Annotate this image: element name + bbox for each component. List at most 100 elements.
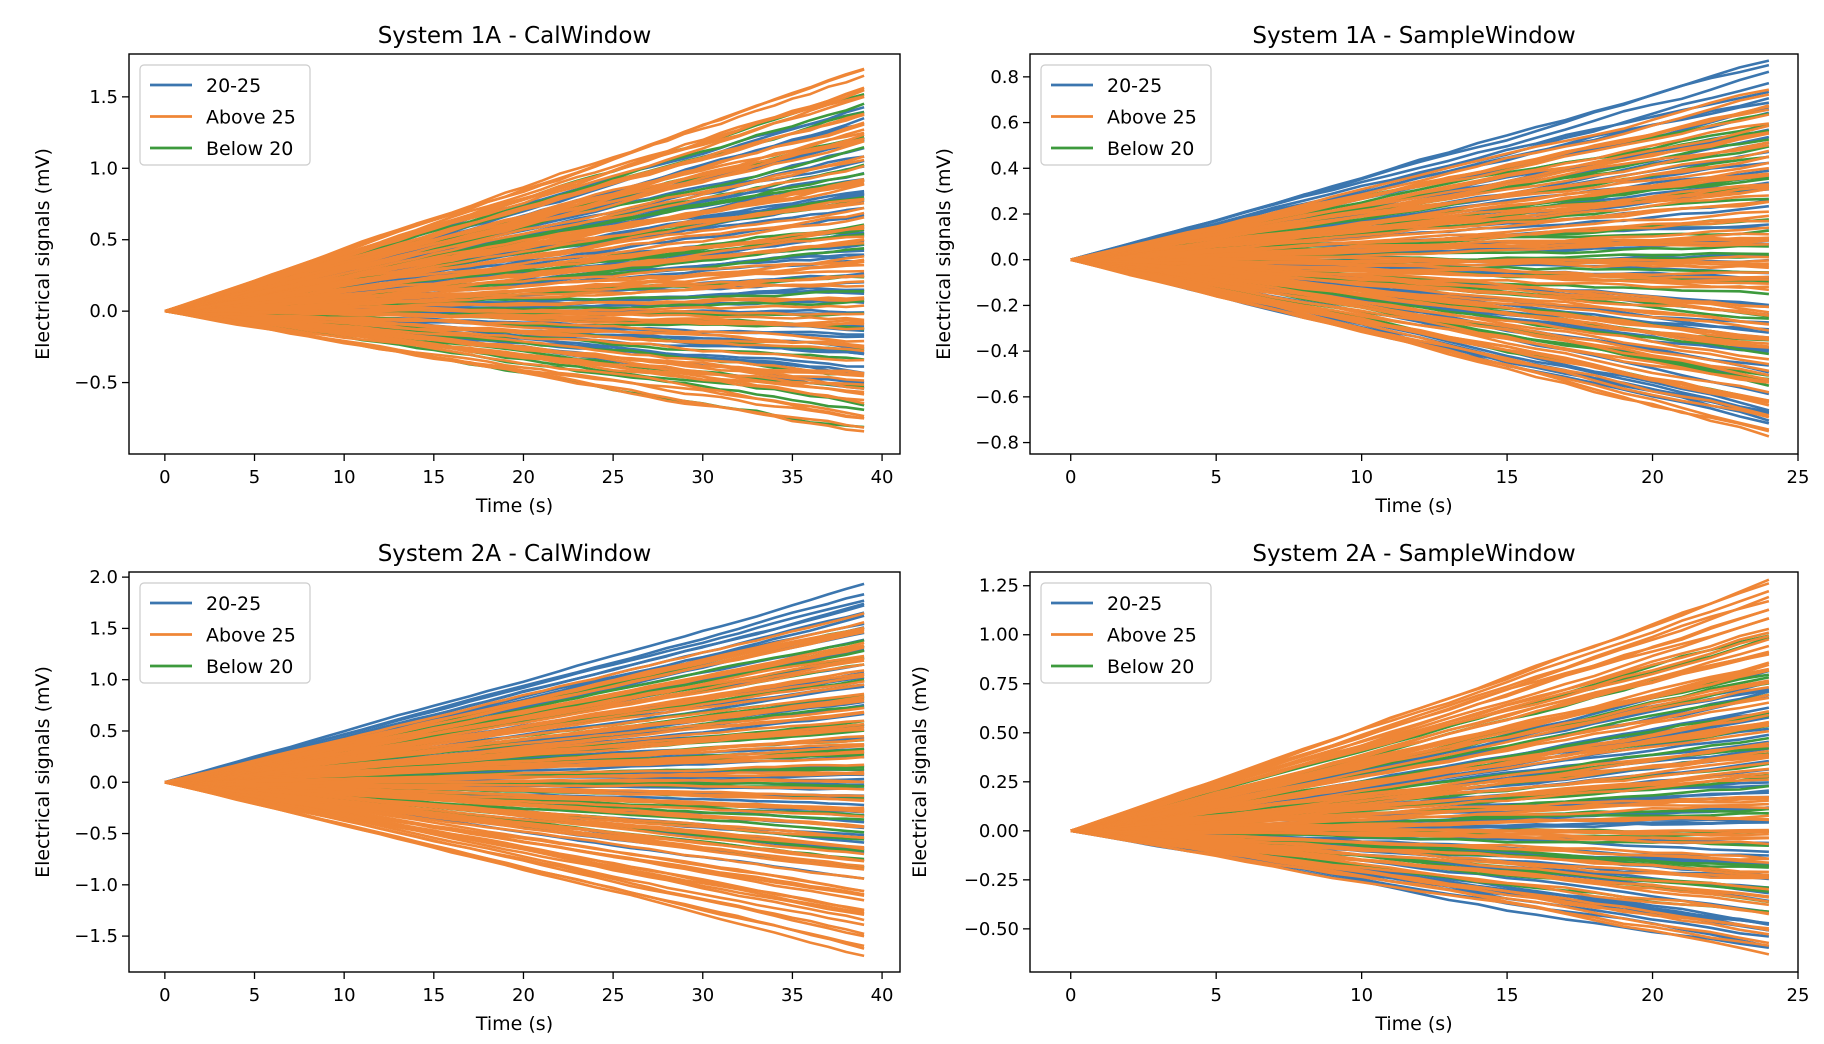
x-tick-label: 35: [781, 985, 804, 1006]
chart-title: System 2A - SampleWindow: [1252, 541, 1575, 567]
series-line-above-25: [164, 309, 865, 375]
y-tick-label: 0.4: [990, 158, 1019, 179]
x-tick-label: 30: [691, 467, 714, 488]
x-tick-label: 15: [1496, 985, 1519, 1006]
series-line-above-25: [164, 763, 865, 784]
y-tick-label: 1.5: [89, 618, 118, 639]
x-tick-label: 0: [159, 985, 170, 1006]
y-tick-label: −0.50: [964, 919, 1019, 940]
legend-box: [139, 582, 311, 684]
series-line-above-25: [1070, 257, 1769, 265]
legend-box: [139, 64, 311, 166]
series-line-above-25: [1070, 258, 1770, 384]
series-line-above-25: [164, 781, 865, 948]
chart-title: System 1A - CalWindow: [378, 23, 652, 49]
series-line-above-25: [164, 722, 865, 784]
legend: 20-25 Above 25 Below 20: [139, 582, 311, 684]
chart-panel-1: 0 5 10 15 20 25 30 35 40 −0.5 0.0 0.5 1.0 1.5 System 1…: [32, 23, 901, 517]
y-tick-label: 1.0: [89, 158, 118, 179]
axes-frame: [128, 571, 901, 973]
series-line-above-25: [164, 612, 865, 784]
x-tick-label: 20: [512, 985, 535, 1006]
series-line-above-25: [1070, 258, 1770, 382]
x-tick-label: 10: [1350, 467, 1373, 488]
y-tick-label: 1.0: [89, 670, 118, 691]
series-line-above-25: [1070, 829, 1769, 877]
series-line-above-25: [1070, 88, 1770, 261]
y-tick-label: 0.00: [979, 821, 1019, 842]
y-tick-label: −0.5: [74, 373, 118, 394]
series-line-above-25: [1070, 693, 1770, 833]
series-line-above-25: [1070, 258, 1770, 417]
legend: 20-25 Above 25 Below 20: [1040, 582, 1212, 684]
series-lines: [1070, 59, 1770, 438]
y-tick-label: 2.0: [89, 567, 118, 588]
series-line-above-25: [164, 781, 865, 856]
legend-entry: 20-25: [206, 593, 261, 615]
x-axis-label: Time (s): [475, 495, 553, 517]
y-tick-label: 0.0: [89, 772, 118, 793]
legend-entry: Below 20: [206, 138, 293, 160]
x-tick-label: 0: [159, 467, 170, 488]
series-line-above-25: [1070, 829, 1769, 841]
x-axis-label: Time (s): [1374, 1013, 1452, 1035]
series-line-above-25: [164, 781, 865, 802]
series-line-above-25: [1070, 756, 1770, 833]
chart-panel-3: 0 5 10 15 20 25 30 35 40 −1.5 −1.0 −0.5 0.0 0.5 1.0 1.5…: [32, 541, 901, 1035]
legend-entry: Below 20: [206, 656, 293, 678]
x-axis-label: Time (s): [475, 1013, 553, 1035]
y-axis-label: Electrical signals (mV): [32, 666, 54, 878]
series-line-above-25: [1070, 214, 1770, 261]
y-tick-label: 0.5: [89, 230, 118, 251]
y-tick-label: −0.25: [964, 870, 1019, 891]
x-tick-label: 25: [602, 467, 625, 488]
axes-frame: [1029, 53, 1799, 455]
series-line-above-25: [164, 95, 865, 313]
series-line-above-25: [1070, 258, 1770, 419]
x-tick-label: 0: [1065, 985, 1076, 1006]
series-line-above-25: [1070, 258, 1770, 402]
y-tick-label: 1.00: [979, 625, 1019, 646]
y-tick-label: −1.0: [74, 875, 118, 896]
x-tick-label: 10: [1350, 985, 1373, 1006]
legend-entry: 20-25: [1107, 593, 1162, 615]
series-line-above-25: [1070, 815, 1769, 833]
series-line-above-25: [1070, 631, 1770, 833]
y-axis-label: Electrical signals (mV): [933, 148, 955, 360]
series-line-above-25: [164, 241, 865, 313]
series-line-above-25: [164, 309, 865, 362]
series-line-above-25: [1070, 108, 1770, 261]
x-tick-label: 0: [1065, 467, 1076, 488]
x-tick-label: 5: [1210, 985, 1221, 1006]
legend-entry: Above 25: [206, 107, 296, 129]
series-line-20-25: [164, 593, 865, 784]
legend-box: [1040, 64, 1212, 166]
series-line-above-25: [164, 781, 865, 880]
chart-panel-4: 0 5 10 15 20 25 −0.50 −0.25 0.00 0.25 0.50 0.75 1.00…: [909, 541, 1809, 1035]
series-lines: [164, 582, 865, 958]
x-tick-label: 15: [1496, 467, 1519, 488]
x-tick-label: 40: [871, 985, 894, 1006]
series-line-above-25: [164, 781, 865, 893]
x-tick-label: 15: [422, 467, 445, 488]
series-line-above-25: [1070, 668, 1770, 833]
y-tick-label: 1.25: [979, 576, 1019, 597]
series-line-above-25: [164, 255, 865, 313]
x-tick-label: 10: [333, 985, 356, 1006]
y-tick-label: 0.25: [979, 772, 1019, 793]
series-line-above-25: [1070, 651, 1770, 833]
series-line-above-25: [1070, 802, 1769, 833]
x-tick-label: 5: [1210, 467, 1221, 488]
y-tick-label: 1.5: [89, 87, 118, 108]
y-tick-label: −0.5: [74, 824, 118, 845]
y-tick-label: 0.75: [979, 674, 1019, 695]
series-line-above-25: [1070, 258, 1770, 317]
series-line-above-25: [164, 641, 865, 784]
series-line-above-25: [164, 663, 865, 784]
y-tick-label: 0.5: [89, 721, 118, 742]
x-tick-label: 10: [333, 467, 356, 488]
series-line-above-25: [1070, 755, 1770, 833]
series-line-above-25: [1070, 174, 1770, 261]
chart-title: System 2A - CalWindow: [378, 541, 652, 567]
y-tick-label: 0.50: [979, 723, 1019, 744]
